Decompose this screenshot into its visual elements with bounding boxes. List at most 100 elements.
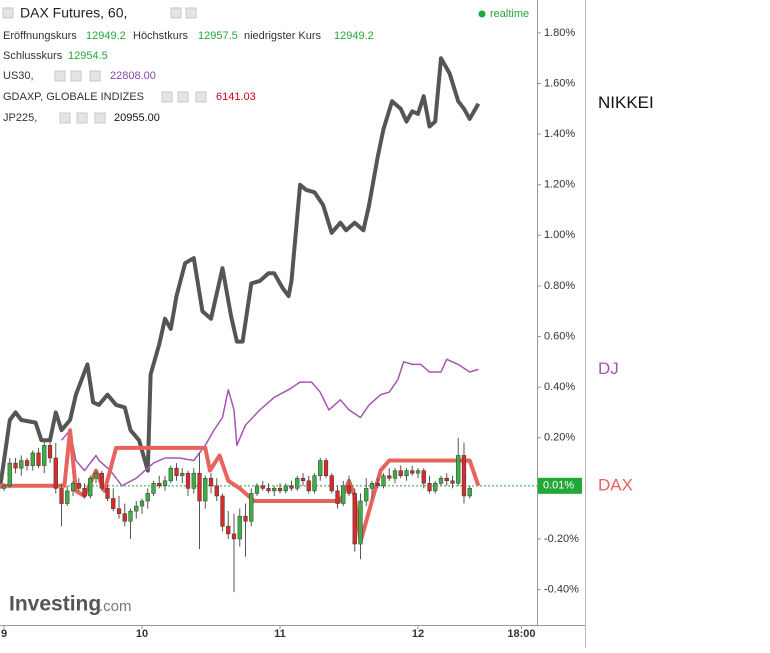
series-label: DAX — [598, 475, 633, 494]
candle-body — [19, 460, 24, 469]
candle-body — [105, 488, 110, 499]
eye-icon[interactable] — [59, 112, 71, 124]
candle-body — [70, 483, 76, 492]
candle-body — [260, 485, 265, 489]
candle-body — [59, 488, 64, 504]
symbol-name: JP225, — [3, 112, 37, 124]
candle-body — [76, 483, 81, 489]
candle-body — [237, 515, 242, 540]
candle-body — [231, 533, 237, 540]
eye-icon[interactable] — [54, 70, 66, 82]
candle-body — [128, 510, 133, 522]
y-tick-label: 1.40% — [544, 128, 575, 140]
candle-body — [415, 470, 421, 474]
y-tick-label: 0.20% — [544, 432, 575, 444]
candle-body — [162, 480, 168, 487]
candle-body — [208, 477, 214, 487]
candle-body — [185, 472, 191, 489]
candle-body — [352, 493, 357, 545]
eye-icon[interactable] — [161, 91, 173, 103]
ohlc-value: 12957.5 — [198, 30, 238, 42]
candle-body — [53, 457, 58, 489]
x-tick-label: 12 — [412, 628, 424, 640]
candle-body — [404, 470, 409, 476]
candle-body — [456, 455, 461, 484]
candle-body — [122, 513, 127, 522]
candle-body — [214, 485, 219, 497]
candle-body — [427, 483, 432, 492]
candle-body — [145, 493, 150, 502]
candle-body — [312, 475, 317, 492]
candle-body — [7, 462, 12, 487]
candle-body — [134, 505, 139, 512]
candle-body — [318, 460, 323, 476]
candle-body — [203, 477, 208, 502]
series-label: NIKKEI — [598, 93, 654, 112]
settings-icon[interactable] — [185, 7, 197, 19]
candle-body — [341, 485, 346, 504]
candle-body — [226, 526, 231, 535]
x-tick-label: 10 — [136, 628, 148, 640]
remove-icon[interactable] — [195, 91, 207, 103]
candle-body — [254, 485, 260, 494]
logo: Investing .com — [9, 593, 132, 616]
symbol-value: 6141.03 — [216, 91, 256, 103]
candle-body — [335, 490, 340, 504]
realtime-dot — [478, 10, 486, 18]
symbol-name: GDAXP, GLOBALE INDIZES — [3, 91, 144, 103]
candle-body — [266, 488, 271, 492]
candle-body — [306, 480, 311, 492]
candle-body — [88, 477, 93, 497]
candle-body — [329, 475, 334, 492]
candle-body — [387, 475, 392, 479]
y-tick-label: 0.80% — [544, 280, 575, 292]
candle-body — [249, 493, 254, 522]
candle-body — [180, 472, 185, 476]
candle-body — [42, 445, 47, 466]
collapse-icon[interactable] — [2, 7, 14, 19]
settings-icon[interactable] — [76, 112, 88, 124]
series-line — [60, 358, 479, 487]
y-tick-label: 1.20% — [544, 179, 575, 191]
candle-body — [438, 477, 444, 484]
candle-body — [277, 488, 283, 492]
series-line — [0, 56, 481, 489]
realtime-label: realtime — [490, 8, 529, 20]
candle-body — [300, 477, 306, 482]
candle-body — [174, 467, 179, 476]
y-tick-label: -0.20% — [544, 533, 579, 545]
candle-body — [444, 477, 449, 482]
plot — [0, 56, 537, 593]
candle-body — [381, 475, 386, 487]
symbol-value: 20955.00 — [114, 112, 160, 124]
candle-body — [30, 452, 35, 466]
candle-body — [410, 470, 415, 474]
candle-body — [364, 488, 369, 502]
eye-icon[interactable] — [170, 7, 182, 19]
candle-body — [375, 483, 380, 487]
last-value-box — [538, 477, 582, 494]
logo-text: Investing — [9, 593, 101, 616]
candle-body — [243, 515, 248, 522]
candle-body — [191, 472, 196, 489]
candle-body — [272, 488, 277, 492]
chart-title: DAX Futures, 60, — [20, 5, 127, 21]
candle-body — [168, 467, 173, 482]
candle-body — [467, 488, 472, 497]
y-tick-label: 0.40% — [544, 381, 575, 393]
settings-icon[interactable] — [70, 70, 82, 82]
ohlc-label: Höchstkurs — [133, 30, 189, 42]
candle-body — [358, 500, 363, 545]
settings-icon[interactable] — [177, 91, 189, 103]
candle-body — [197, 472, 202, 502]
ohlc-label: Eröffnungskurs — [3, 30, 77, 42]
x-tick-label: 11 — [274, 628, 286, 640]
x-tick-label: 9 — [1, 628, 7, 640]
candle-body — [283, 485, 288, 492]
remove-icon[interactable] — [89, 70, 101, 82]
symbol-name: US30, — [3, 70, 34, 82]
remove-icon[interactable] — [94, 112, 106, 124]
series-label: DJ — [598, 359, 619, 378]
